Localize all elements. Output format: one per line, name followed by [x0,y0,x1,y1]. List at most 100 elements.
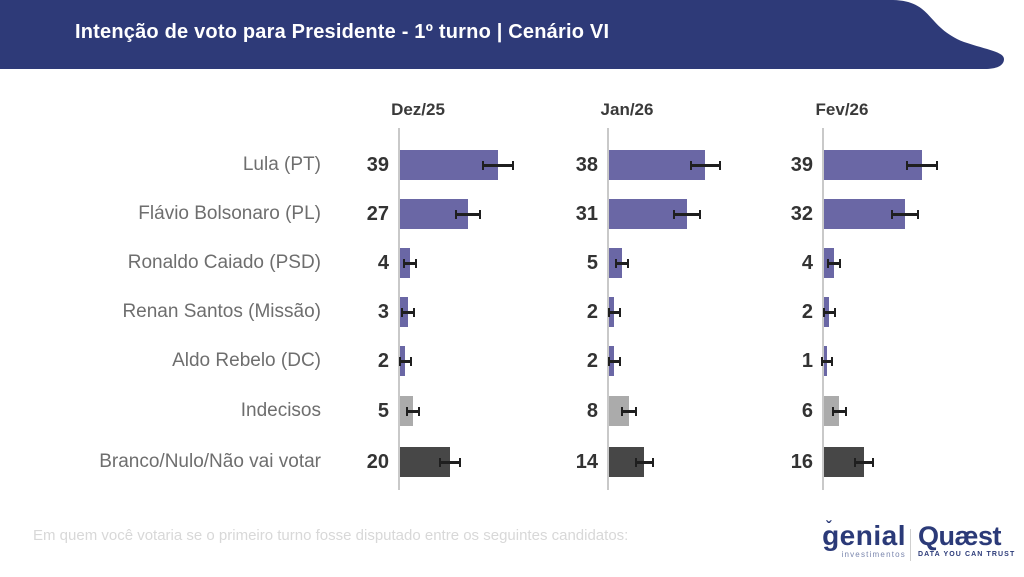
error-bar [608,360,620,363]
error-bar [399,360,411,363]
error-bar-cap [917,210,919,219]
error-bar-cap [607,308,610,317]
error-bar-cap [844,407,847,416]
error-bar-cap [689,161,692,170]
error-bar-cap [412,308,415,317]
error-bar-cap [839,259,841,268]
column-header-dez-25: Dez/25 [391,100,445,119]
quaest-logo-text: Quæst [918,521,1002,551]
error-bar [855,461,873,464]
error-bar [608,311,620,314]
error-bar-cap [418,407,421,416]
error-bar-cap [831,357,834,366]
value-label: 4 [377,252,389,274]
error-bar-cap [398,357,401,366]
error-bar [402,311,414,314]
bar-undecided [609,396,629,426]
error-bar-cap [833,308,836,317]
error-bar-cap [935,161,938,170]
error-bar-cap [607,357,610,366]
category-label: Renan Santos (Missão) [122,301,321,322]
value-label: 27 [366,203,389,225]
value-label: 32 [790,203,813,225]
error-bar-cap [478,210,481,219]
header-banner [0,0,1004,69]
error-bar-cap [627,259,630,268]
genial-logo-text: genial [822,520,906,551]
error-bar-cap [872,458,874,467]
value-label: 5 [586,252,598,274]
value-label: 38 [575,154,598,176]
value-label: 1 [801,350,813,372]
error-bar [404,262,416,265]
error-bar-cap [822,308,825,317]
value-label: 3 [377,301,389,323]
value-label: 2 [377,350,389,372]
error-bar [828,262,840,265]
survey-question: Em quem você votaria se o primeiro turno… [33,527,629,544]
error-bar [907,164,937,167]
value-label: 16 [790,451,813,473]
value-label: 4 [801,252,813,274]
genial-logo: ˇ genial investimentos [818,519,906,559]
error-bar-cap [403,259,405,268]
error-bar [674,213,700,216]
error-bar-cap [854,458,856,467]
error-bar [892,213,918,216]
value-label: 31 [575,203,598,225]
category-label: Flávio Bolsonaro (PL) [138,203,321,224]
category-label: Ronaldo Caiado (PSD) [127,252,321,273]
branding-logos: ˇ genial investimentos Quæst DATA YOU CA… [818,519,1018,570]
error-bar [456,213,480,216]
error-bar-cap [906,161,909,170]
category-label: Indecisos [240,400,321,421]
error-bar-cap [511,161,514,170]
logo-divider [910,529,911,561]
error-bar-cap [439,458,441,467]
error-bar-cap [891,210,893,219]
error-bar-cap [621,407,623,416]
value-label: 39 [790,154,813,176]
genial-tagline: investimentos [841,550,906,559]
error-bar [440,461,460,464]
genial-accent-mark: ˇ [826,519,832,536]
error-bar-cap [618,308,621,317]
error-bar-cap [820,357,823,366]
bar-candidate [400,150,498,180]
error-bar [690,164,720,167]
error-bar-cap [459,458,461,467]
error-bar-cap [401,308,404,317]
value-label: 5 [377,400,389,422]
category-label: Lula (PT) [242,154,321,175]
error-bar-cap [482,161,485,170]
error-bar-cap [634,458,637,467]
value-label: 2 [586,301,598,323]
value-label: 14 [575,451,598,473]
error-bar-cap [405,407,408,416]
category-label: Branco/Nulo/Não vai votar [99,451,321,472]
bar-candidate [824,150,922,180]
error-bar [483,164,513,167]
error-bar-cap [415,259,417,268]
bar-candidate [609,150,705,180]
error-bar-cap [635,407,637,416]
error-bar [823,311,835,314]
error-bar-cap [614,259,617,268]
error-bar [821,360,833,363]
error-bar-cap [618,357,621,366]
page-title: Intenção de voto para Presidente - 1º tu… [75,21,610,43]
value-label: 2 [586,350,598,372]
value-label: 39 [366,154,389,176]
error-bar [622,410,636,413]
quaest-logo: Quæst DATA YOU CAN TRUST [918,522,1018,558]
column-header-fev-26: Fev/26 [815,100,869,119]
value-label: 2 [801,301,813,323]
error-bar-cap [827,259,829,268]
error-bar-cap [673,210,676,219]
error-bar-cap [409,357,412,366]
error-bar-cap [718,161,721,170]
value-label: 20 [366,451,389,473]
category-label: Aldo Rebelo (DC) [172,350,321,371]
